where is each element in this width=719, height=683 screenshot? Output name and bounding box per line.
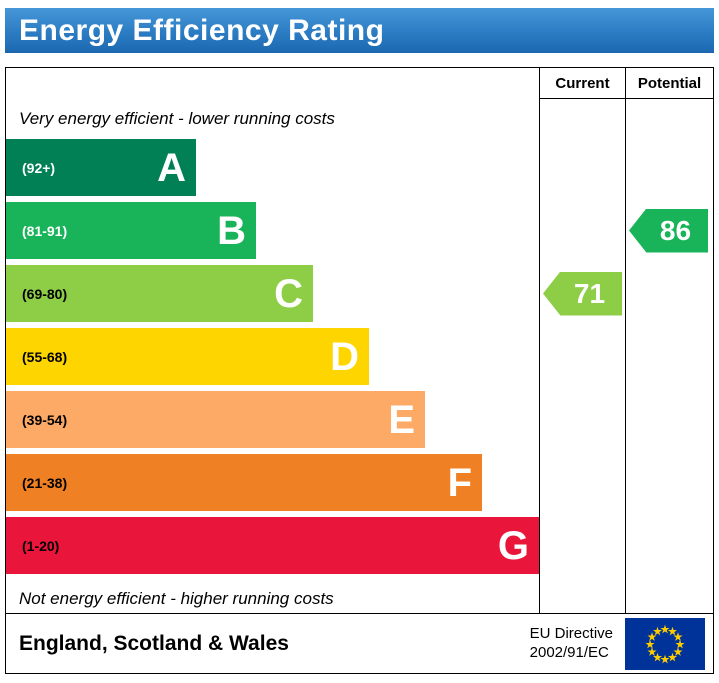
band-bar-d: (55-68) D [6, 328, 369, 385]
band-letter: C [274, 271, 303, 316]
eu-directive-line1: EU Directive [529, 624, 613, 642]
chart-footer: England, Scotland & Wales EU Directive 2… [6, 613, 713, 673]
band-bar-a: (92+) A [6, 139, 196, 196]
epc-chart: Current Potential Very energy efficient … [5, 67, 714, 674]
band-row-a: (92+) A [6, 139, 539, 196]
bars-header-spacer [6, 68, 539, 99]
band-bar-g: (1-20) G [6, 517, 539, 574]
chart-header-row: Current Potential [6, 68, 713, 99]
band-bar-b: (81-91) B [6, 202, 256, 259]
bands-column: Very energy efficient - lower running co… [6, 99, 539, 613]
band-row-b: (81-91) B [6, 202, 539, 259]
band-range-label: (92+) [22, 159, 56, 176]
current-column: 71 [539, 99, 625, 613]
page-title: Energy Efficiency Rating [19, 13, 385, 47]
bottom-note: Not energy efficient - higher running co… [19, 589, 334, 608]
band-range-label: (55-68) [22, 348, 68, 365]
band-range-label: (21-38) [22, 474, 68, 491]
band-letter: B [217, 208, 246, 253]
band-range-label: (1-20) [22, 537, 60, 554]
band-letter: F [447, 460, 472, 505]
column-header-current: Current [539, 68, 625, 99]
band-letter: D [330, 334, 359, 379]
band-range-label: (69-80) [22, 285, 68, 302]
current-rating-arrow: 71 [543, 271, 622, 316]
band-bar-f: (21-38) F [6, 454, 482, 511]
page-title-bar: Energy Efficiency Rating [5, 8, 714, 53]
current-rating-value: 71 [573, 277, 606, 309]
band-range-label: (39-54) [22, 411, 68, 428]
eu-directive-label: EU Directive 2002/91/EC [530, 625, 613, 663]
band-row-f: (21-38) F [6, 454, 539, 511]
chart-body: Very energy efficient - lower running co… [6, 99, 713, 613]
band-range-label: (81-91) [22, 222, 68, 239]
band-bar-e: (39-54) E [6, 391, 425, 448]
potential-column: 86 [625, 99, 713, 613]
band-row-c: (69-80) C [6, 265, 539, 322]
potential-rating-arrow: 86 [629, 208, 708, 253]
eu-flag-icon [625, 617, 705, 670]
column-header-potential: Potential [625, 68, 713, 99]
band-letter: E [388, 397, 415, 442]
band-row-e: (39-54) E [6, 391, 539, 448]
band-letter: A [157, 145, 186, 190]
top-note: Very energy efficient - lower running co… [19, 109, 335, 128]
band-bar-c: (69-80) C [6, 265, 313, 322]
footer-region-label: England, Scotland & Wales [19, 631, 289, 655]
eu-directive-line2: 2002/91/EC [529, 643, 609, 661]
band-row-d: (55-68) D [6, 328, 539, 385]
band-letter: G [497, 523, 529, 568]
potential-rating-value: 86 [659, 214, 692, 246]
band-row-g: (1-20) G [6, 517, 539, 574]
